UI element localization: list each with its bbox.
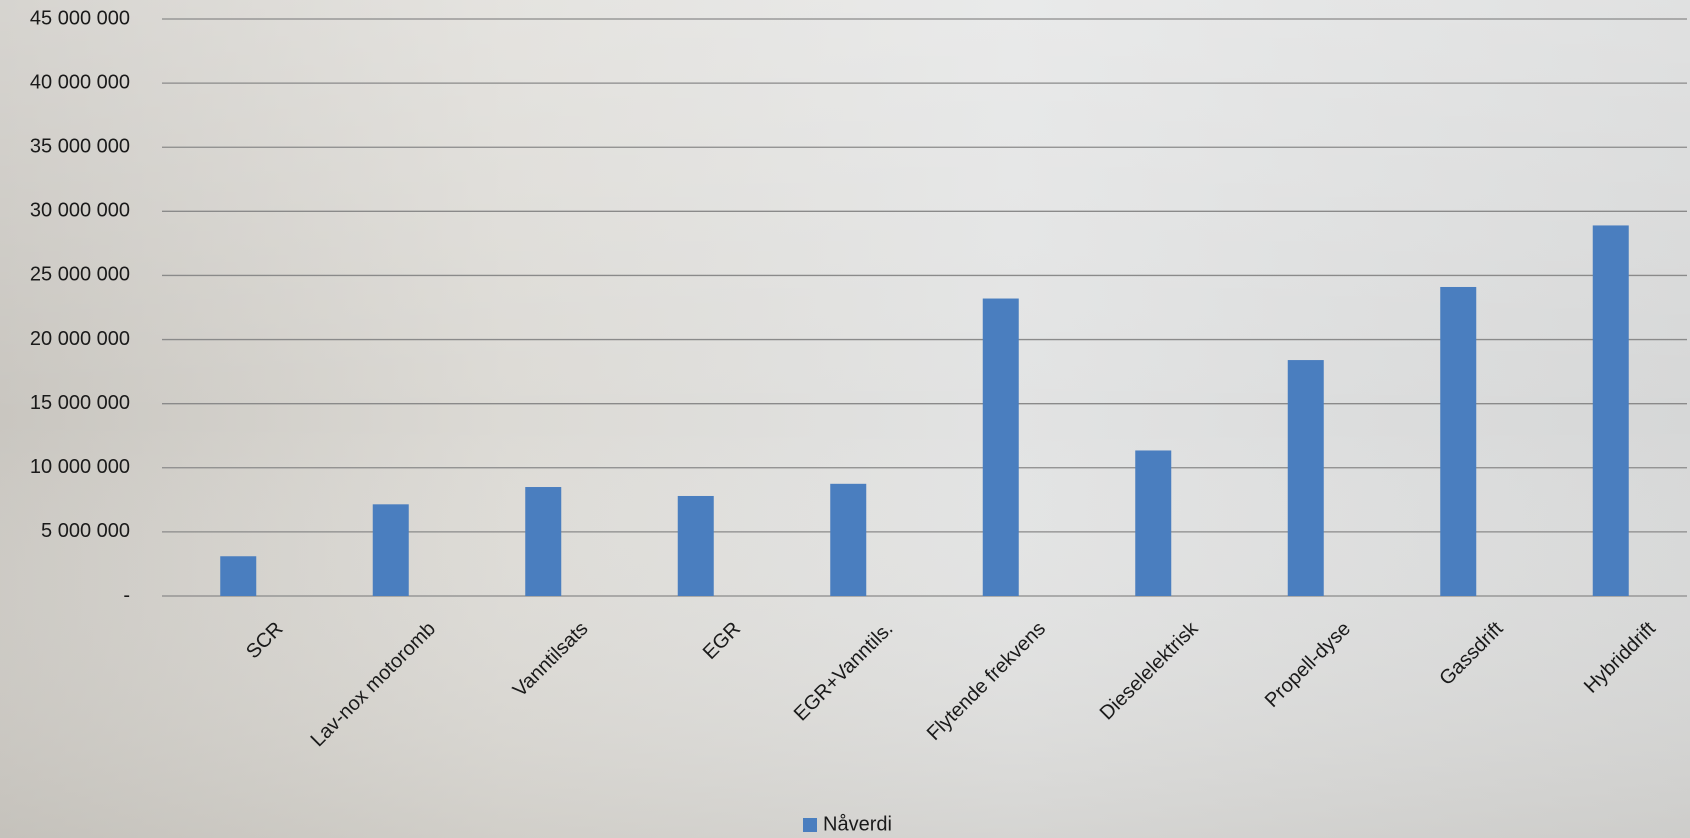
bar xyxy=(525,487,561,596)
y-tick-label: 30 000 000 xyxy=(30,200,130,222)
bar xyxy=(373,504,409,596)
chart: - 5 000 000 10 000 000 15 000 000 20 000 000… xyxy=(0,0,1690,838)
y-tick-label: 15 000 000 xyxy=(30,392,130,414)
y-tick-label: 5 000 000 xyxy=(41,520,130,542)
bar xyxy=(1593,225,1629,596)
bar xyxy=(983,299,1019,596)
y-tick-label: - xyxy=(123,584,130,606)
bar xyxy=(220,556,256,596)
page: {"chart_data": {"type": "bar", "categori… xyxy=(0,0,1690,838)
bar xyxy=(1288,360,1324,596)
y-tick-label: 45 000 000 xyxy=(30,7,130,29)
y-tick-label: 40 000 000 xyxy=(30,71,130,93)
y-tick-label: 35 000 000 xyxy=(30,136,130,158)
y-tick-label: 10 000 000 xyxy=(30,456,130,478)
legend-swatch xyxy=(803,818,817,832)
background-shade xyxy=(0,0,1690,838)
y-tick-label: 20 000 000 xyxy=(30,328,130,350)
bar xyxy=(830,484,866,596)
bar xyxy=(1440,287,1476,596)
y-tick-label: 25 000 000 xyxy=(30,264,130,286)
legend-label: Nåverdi xyxy=(823,813,892,835)
bar xyxy=(1135,450,1171,596)
bar xyxy=(678,496,714,596)
